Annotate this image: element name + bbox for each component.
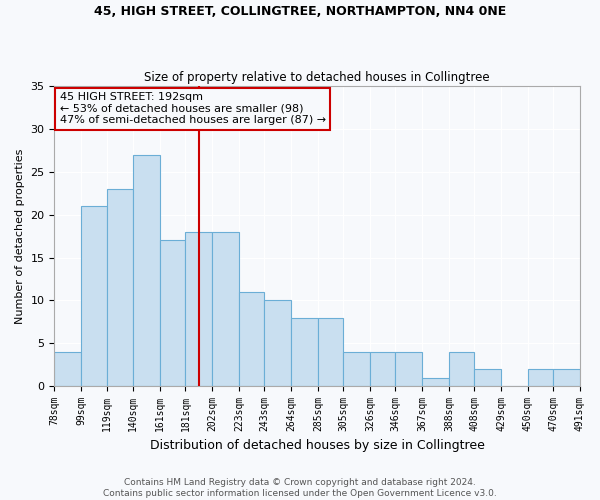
- Bar: [239, 292, 265, 386]
- Bar: [265, 300, 291, 386]
- Bar: [528, 369, 553, 386]
- Bar: [343, 352, 370, 386]
- Text: Contains HM Land Registry data © Crown copyright and database right 2024.
Contai: Contains HM Land Registry data © Crown c…: [103, 478, 497, 498]
- Bar: [475, 369, 501, 386]
- Bar: [291, 318, 318, 386]
- Y-axis label: Number of detached properties: Number of detached properties: [15, 148, 25, 324]
- Text: 45, HIGH STREET, COLLINGTREE, NORTHAMPTON, NN4 0NE: 45, HIGH STREET, COLLINGTREE, NORTHAMPTO…: [94, 5, 506, 18]
- Bar: [395, 352, 422, 386]
- X-axis label: Distribution of detached houses by size in Collingtree: Distribution of detached houses by size …: [150, 440, 485, 452]
- Bar: [133, 154, 160, 386]
- Bar: [449, 352, 475, 386]
- Bar: [318, 318, 343, 386]
- Bar: [55, 352, 81, 386]
- Title: Size of property relative to detached houses in Collingtree: Size of property relative to detached ho…: [145, 70, 490, 84]
- Bar: [370, 352, 395, 386]
- Bar: [160, 240, 185, 386]
- Bar: [422, 378, 449, 386]
- Text: 45 HIGH STREET: 192sqm
← 53% of detached houses are smaller (98)
47% of semi-det: 45 HIGH STREET: 192sqm ← 53% of detached…: [59, 92, 326, 126]
- Bar: [212, 232, 239, 386]
- Bar: [553, 369, 580, 386]
- Bar: [107, 189, 133, 386]
- Bar: [81, 206, 107, 386]
- Bar: [185, 232, 212, 386]
